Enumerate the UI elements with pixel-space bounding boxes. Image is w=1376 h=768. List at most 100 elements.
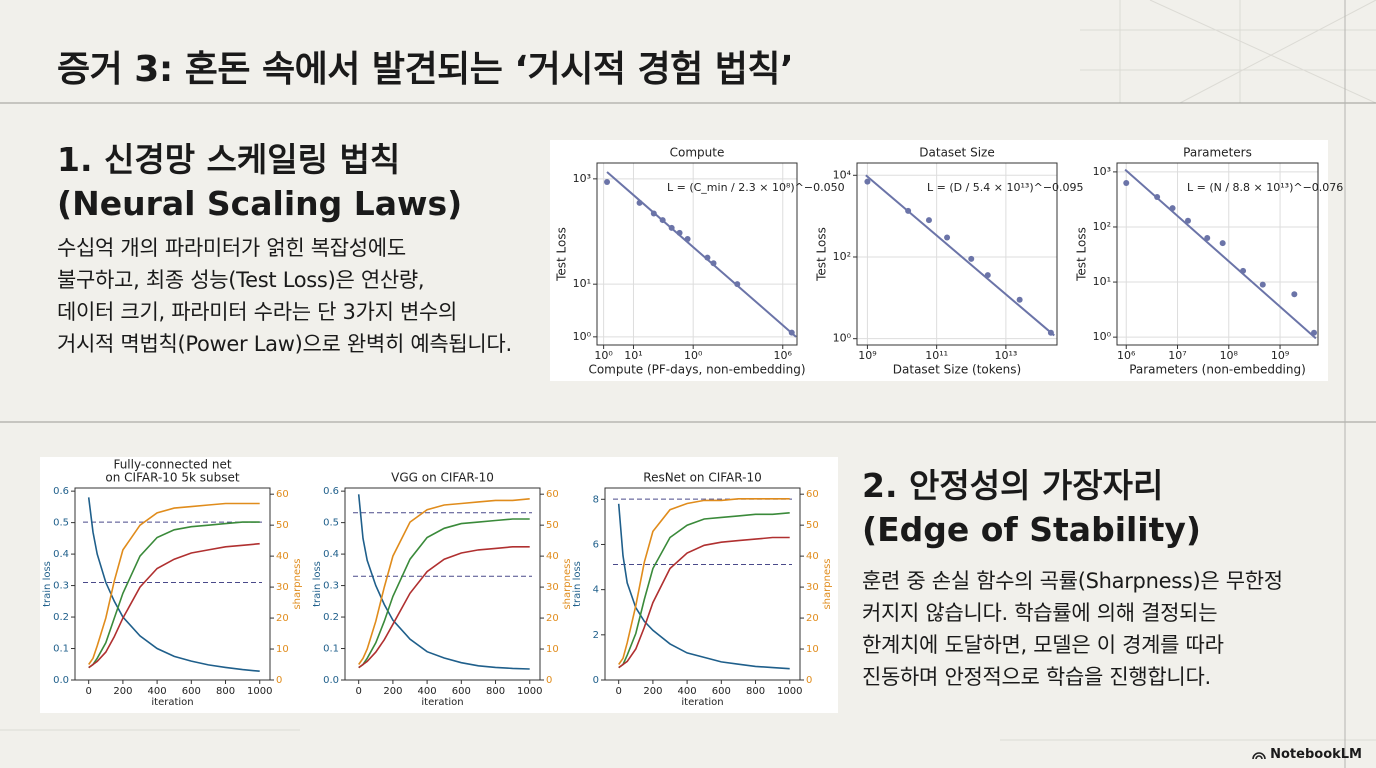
plot-frame [344, 487, 541, 681]
point [968, 255, 975, 262]
y-tick-label: 10⁰ [833, 332, 852, 345]
point [788, 329, 795, 336]
series-line [617, 503, 790, 670]
body-line: 진동하며 안정적으로 학습을 진행합니다. [862, 665, 1211, 689]
x-tick-label: 400 [418, 686, 437, 697]
annotation: L = (N / 8.8 × 10¹³)^−0.076 [1187, 181, 1343, 194]
x-tick-label: 800 [486, 686, 505, 697]
y2-tick-label: 10 [806, 644, 819, 655]
series-line [88, 542, 260, 669]
x-tick-label: 400 [678, 686, 697, 697]
plot-frame [1116, 162, 1319, 346]
y-tick-label: 0.2 [323, 612, 339, 623]
x-axis-label: iteration [421, 697, 463, 708]
x-tick-label: 10¹³ [994, 349, 1017, 362]
point [676, 229, 683, 236]
point [604, 179, 611, 186]
y-tick-label: 0.2 [53, 612, 69, 623]
body-line: 훈련 중 손실 함수의 곡률(Sharpness)은 무한정 [862, 569, 1283, 593]
x-tick-label: 1000 [777, 686, 802, 697]
heading-line: 1. 신경망 스케일링 법칙 [57, 140, 401, 179]
y2-tick-label: 0 [806, 675, 812, 686]
point [636, 199, 643, 206]
series-line [618, 498, 790, 665]
y2-tick-label: 20 [546, 613, 559, 624]
x-tick-label: 1000 [247, 686, 272, 697]
point [1184, 217, 1191, 224]
point [905, 207, 912, 214]
x-tick-label: 800 [746, 686, 765, 697]
brand: NotebookLM [1270, 747, 1362, 762]
background-grid [0, 0, 1376, 741]
chart-title: ResNet on CIFAR-10 [643, 471, 761, 485]
x-axis-label: Dataset Size (tokens) [893, 363, 1021, 377]
y-tick-label: 10⁰ [1093, 330, 1112, 343]
point [1311, 329, 1318, 336]
y-axis-label: train loss [42, 561, 53, 607]
series-line [88, 521, 260, 669]
y-tick-label: 0.0 [53, 675, 69, 686]
x-tick-label: 0 [615, 686, 621, 697]
plot-frame [74, 487, 271, 681]
y-axis-label: Test Loss [815, 227, 829, 282]
footer: NotebookLM [1252, 747, 1362, 762]
x-tick-label: 400 [148, 686, 167, 697]
y-tick-label: 0.5 [53, 518, 69, 529]
point [1204, 235, 1211, 242]
point [984, 272, 991, 279]
fit-line [606, 171, 797, 338]
body-line: 거시적 멱법칙(Power Law)으로 완벽히 예측됩니다. [57, 332, 512, 356]
y-tick-label: 10⁰ [573, 330, 592, 343]
y2-tick-label: 30 [276, 582, 289, 593]
y2-tick-label: 50 [806, 520, 819, 531]
y2-tick-label: 30 [546, 582, 559, 593]
point [864, 178, 871, 185]
x-tick-label: 10⁰ [684, 349, 703, 362]
slide-title: 증거 3: 혼돈 속에서 발견되는 ‘거시적 경험 법칙’ [57, 49, 794, 90]
x-tick-label: 10⁹ [858, 349, 876, 362]
point [944, 234, 951, 241]
y2-tick-label: 10 [546, 644, 559, 655]
body-line: 커지지 않습니다. 학습률에 의해 결정되는 [862, 601, 1218, 625]
heading-line: 2. 안정성의 가장자리 [862, 466, 1164, 505]
x-axis-label: Compute (PF-days, non-embedding) [588, 363, 805, 377]
chart-title: Dataset Size [919, 146, 994, 160]
x-tick-label: 800 [216, 686, 235, 697]
point [1016, 296, 1023, 303]
y-tick-label: 10³ [573, 172, 591, 185]
x-tick-label: 10⁸ [1220, 349, 1239, 362]
series-line [88, 502, 260, 665]
series-line [358, 518, 530, 669]
x-axis-label: iteration [151, 697, 193, 708]
series-line [358, 498, 530, 665]
series-line [358, 546, 530, 669]
y2-axis-label: sharpness [822, 558, 833, 609]
chart-panel [550, 140, 1328, 381]
plot-frame [596, 162, 798, 346]
point [1154, 194, 1161, 201]
chart-title: Fully-connected net [113, 458, 231, 472]
y-tick-label: 6 [593, 539, 599, 550]
x-tick-label: 1000 [517, 686, 542, 697]
heading-line: (Neural Scaling Laws) [57, 184, 463, 223]
y-tick-label: 0.6 [53, 486, 69, 497]
y-tick-label: 8 [593, 494, 599, 505]
point [1240, 267, 1247, 274]
x-tick-label: 200 [113, 686, 132, 697]
body-line: 불구하고, 최종 성능(Test Loss)은 연산량, [57, 268, 425, 292]
y-tick-label: 10² [833, 250, 851, 263]
heading-line: (Edge of Stability) [862, 510, 1201, 549]
y-tick-label: 0.0 [323, 675, 339, 686]
y2-axis-label: sharpness [292, 558, 303, 609]
series-line [618, 512, 790, 669]
point [1219, 240, 1226, 247]
y-tick-label: 0.6 [323, 486, 339, 497]
point [1259, 281, 1266, 288]
point [684, 236, 691, 243]
y-tick-label: 0.1 [323, 644, 339, 655]
x-tick-label: 10⁶ [774, 349, 793, 362]
fit-line [865, 174, 1055, 337]
y2-axis-label: sharpness [562, 558, 573, 609]
y2-tick-label: 60 [546, 489, 559, 500]
point [1291, 291, 1298, 298]
